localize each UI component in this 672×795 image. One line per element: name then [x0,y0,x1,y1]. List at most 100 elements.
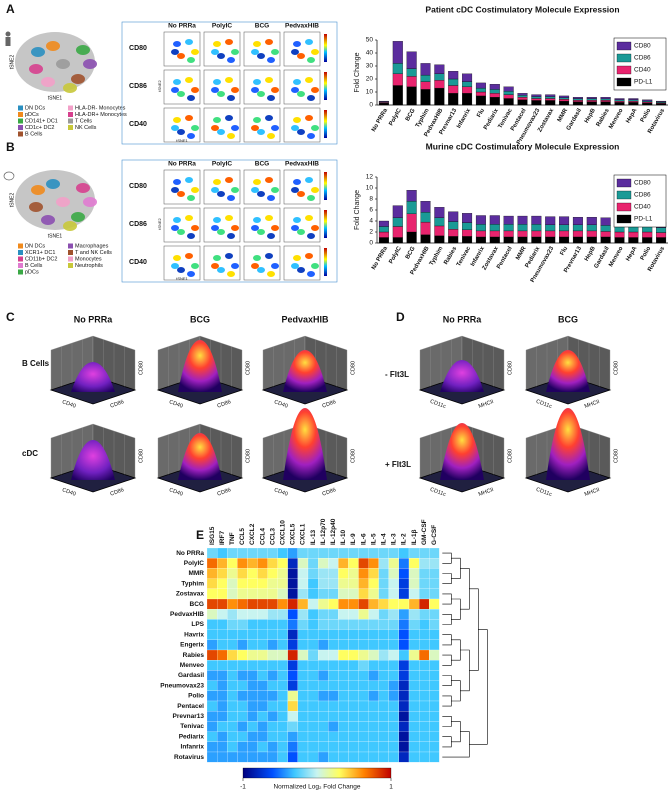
heatmap-cell [217,751,228,763]
bar-segment [600,98,611,101]
mini-blob [191,187,199,193]
mini-colorbar [324,210,327,238]
heatmap-cell [358,598,369,610]
heatmap-cell [318,660,329,671]
mini-plot [283,31,321,67]
bar-segment [531,215,542,225]
heatmap-cell [318,721,329,732]
mini-col-label: PedvaxHIB [285,161,319,168]
heatmap-cell [348,711,359,722]
mini-blob [251,263,259,269]
mini-blob [307,57,315,63]
mini-blob [177,191,185,197]
heatmap-cell [378,639,389,651]
bar-segment [434,64,445,74]
bar-segment [378,102,389,106]
heatmap-cell [429,568,440,579]
tsne-cluster [83,59,97,69]
heatmap-cell [348,670,359,681]
heatmap-cell [287,731,298,742]
heatmap-cell [247,741,258,753]
mini-blob [253,117,261,123]
bar-segment [489,224,500,232]
x-tick-label: PolyIC [388,245,403,265]
heatmap-cell [358,721,369,732]
x-tick-label: No PRRa [371,107,389,133]
legend-label: B Cells [25,263,43,269]
surface-peak [546,408,590,480]
heatmap-cell [237,721,248,732]
mini-blob [311,49,319,55]
heatmap-cell [267,649,278,661]
person-icon [5,37,11,46]
heatmap-cell [257,721,268,732]
heatmap-cell [368,629,379,640]
heatmap-cell [398,700,410,712]
heatmap-cell [429,649,440,661]
heatmap-cell [257,660,268,671]
heatmap-cell [318,690,329,702]
heatmap-cell [378,588,389,600]
heatmap-cell [237,558,248,569]
heatmap-cell [328,629,339,640]
heatmap-cell [398,690,410,702]
heatmap-cell [206,578,218,589]
column-label: IL-12p40 [330,518,337,545]
bar-segment [531,236,542,244]
bar-segment [517,99,528,106]
col-title: No PRRa [74,314,113,324]
heatmap-cell [247,598,258,610]
heatmap-cell [328,741,339,753]
heatmap-cell [328,700,339,712]
mini-blob [297,229,305,235]
surface-peak [440,423,484,480]
mini-blob [305,177,313,183]
bar-segment [448,211,459,222]
row-label: Pentacel [177,703,204,710]
heatmap-cell [297,629,309,640]
heatmap-cell [206,700,218,712]
heatmap-cell [287,547,298,559]
heatmap-cell [297,731,309,742]
heatmap-cell [318,731,329,742]
legend-label: Neutrophils [75,263,103,269]
heatmap-cell [328,670,339,681]
bar-segment [600,97,611,100]
bar-segment [448,236,459,244]
mini-blob [173,179,181,185]
mini-blob [213,117,221,123]
heatmap-cell [348,588,359,600]
legend-swatch [616,77,632,87]
bar-segment [406,86,417,106]
heatmap-cell [388,639,399,651]
heatmap-cell [277,751,288,763]
heatmap-cell [297,700,309,712]
bar-segment [503,230,514,238]
heatmap-cell [277,741,288,753]
bar-segment [420,201,431,213]
heatmap-cell [328,751,339,763]
column-label: GM-CSF [421,519,428,545]
mini-blob [231,187,239,193]
heatmap-cell [277,711,288,722]
heatmap-cell [378,731,389,742]
mini-blob [185,215,193,221]
legend-label: CD80 [634,180,651,187]
heatmap-cell [227,660,238,671]
colorbar-tick-label: -1 [240,784,246,791]
heatmap-cell [267,558,278,569]
column-label: IL-12p70 [320,518,327,545]
heatmap-cell [277,547,288,559]
mini-blob [291,225,299,231]
legend-label: NK Cells [75,125,97,131]
heatmap-cell [378,649,389,661]
legend-label: CD40 [634,204,651,211]
axis-label: CD11c [535,399,553,410]
heatmap-cell [348,578,359,589]
heatmap-cell [247,711,258,722]
mini-blob [311,225,319,231]
mini-blob [291,125,299,131]
heatmap-cell [408,660,420,671]
heatmap-cell [287,680,298,691]
mini-blob [311,187,319,193]
